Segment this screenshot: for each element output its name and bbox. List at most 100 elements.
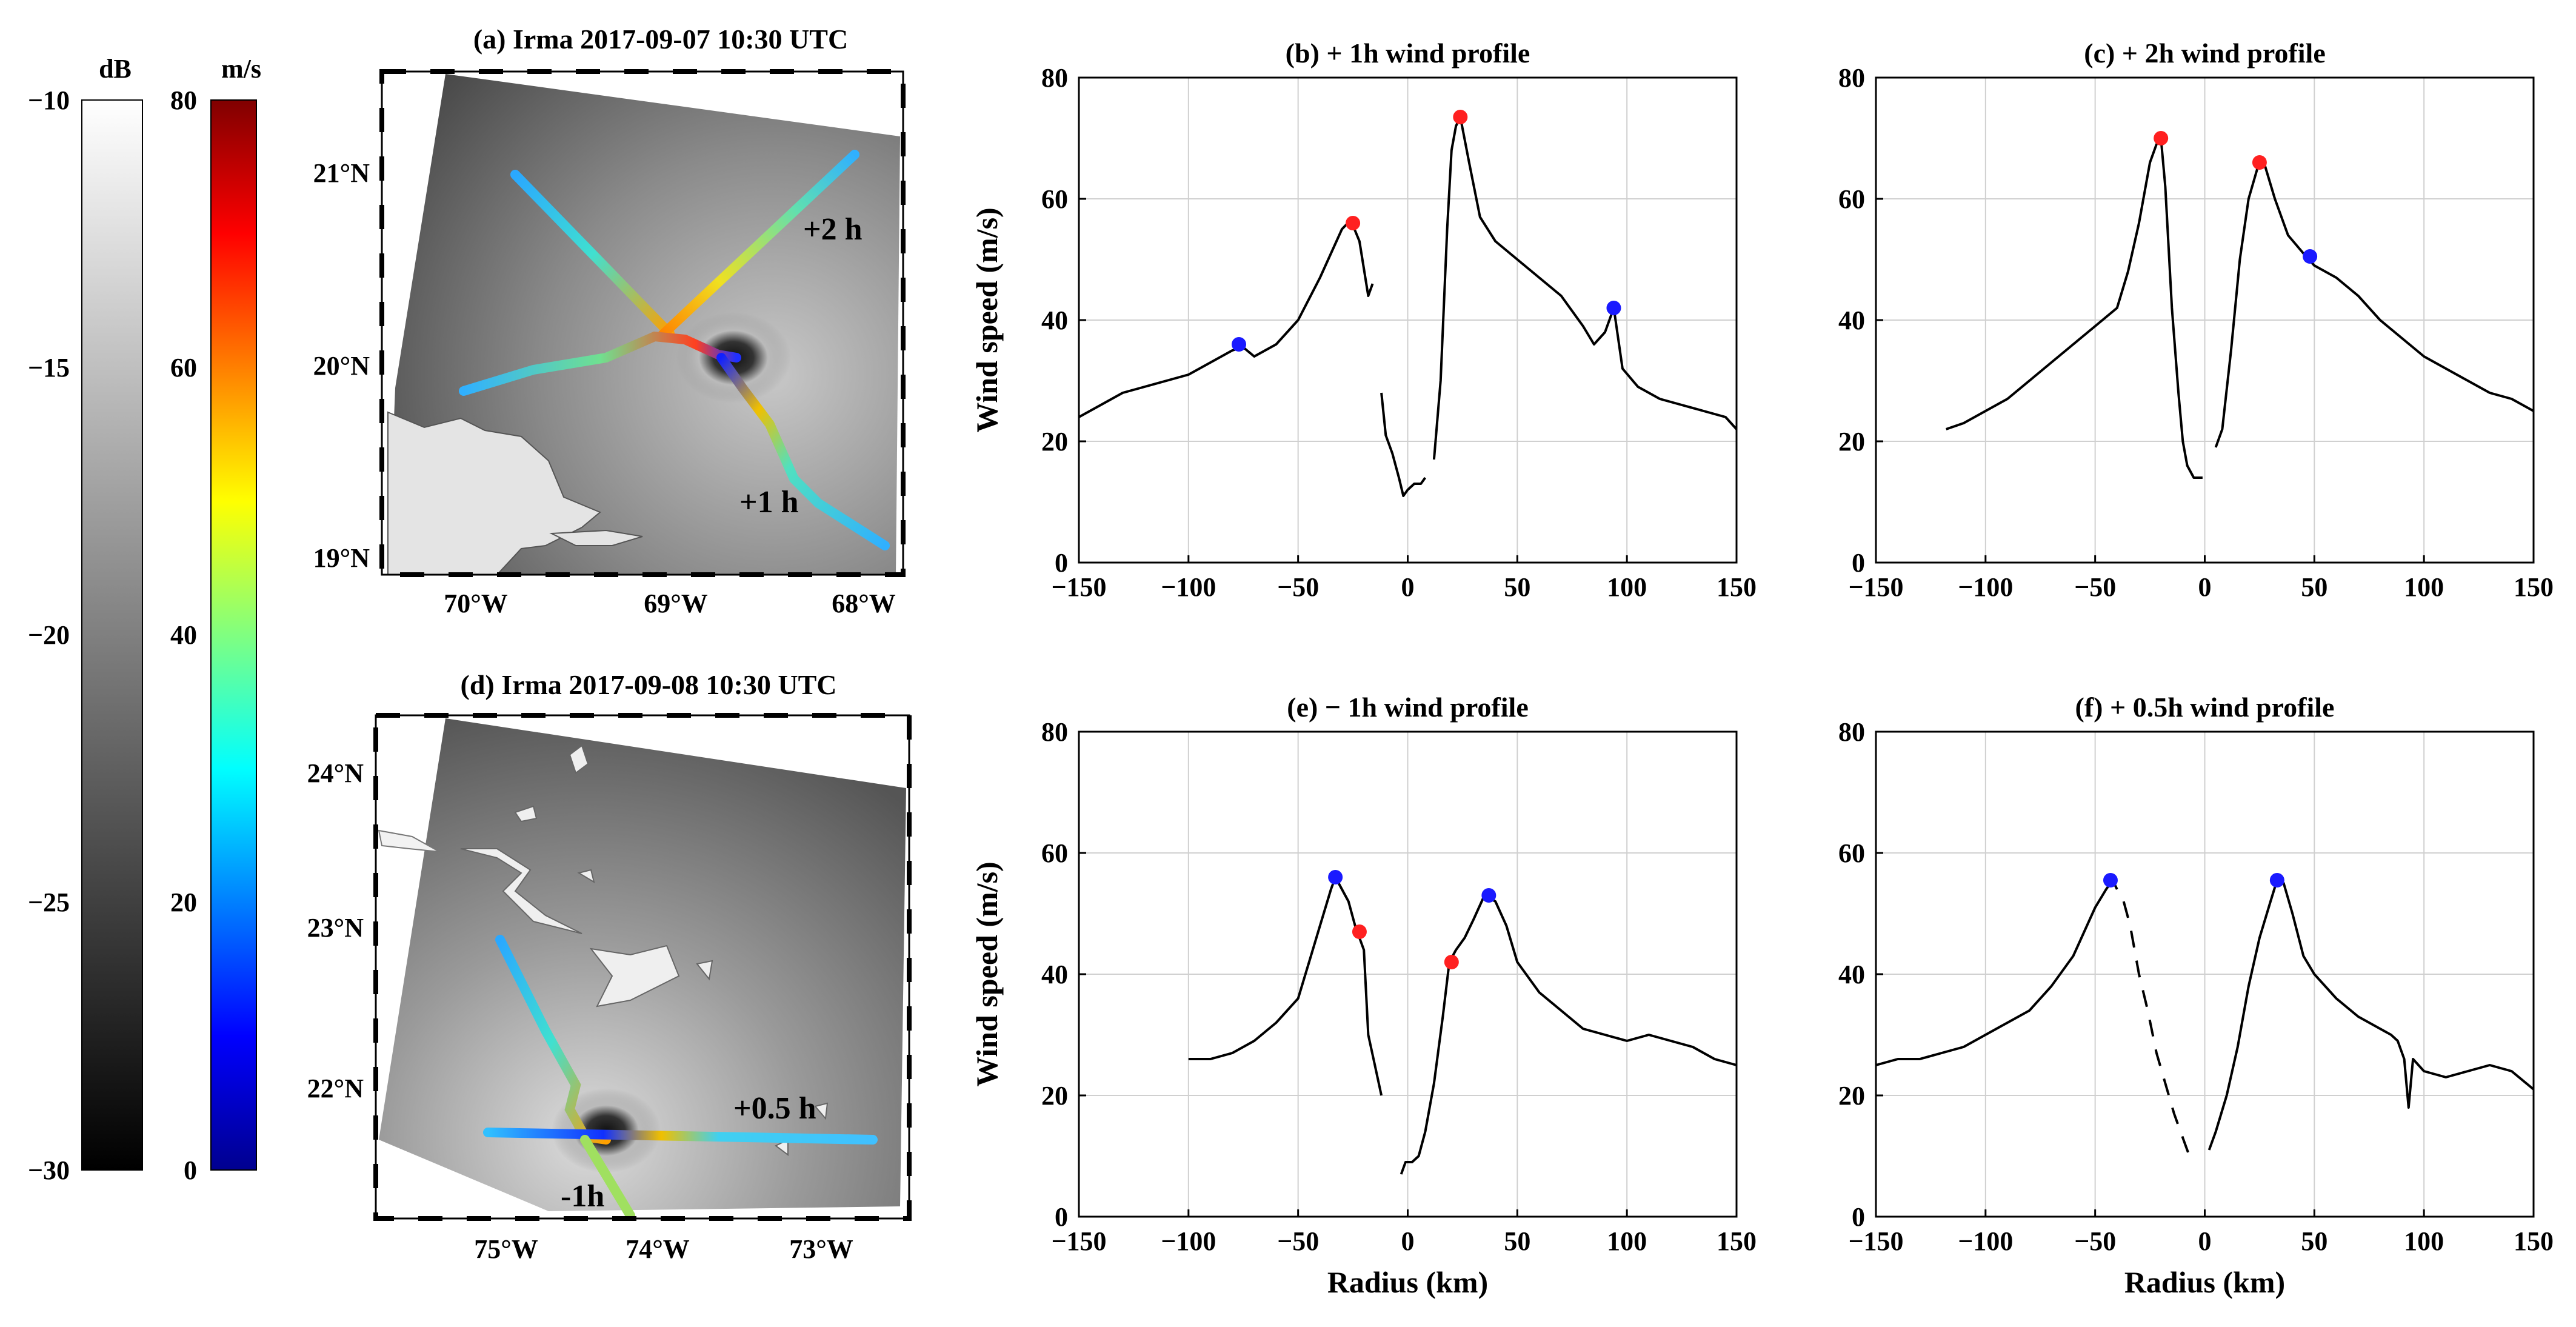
lat-label: 24°N <box>307 758 364 788</box>
wind-tick-label: 80 <box>170 85 197 115</box>
y-tick-label: 0 <box>1055 1202 1068 1232</box>
x-tick-label: 50 <box>1504 572 1530 602</box>
y-tick-label: 80 <box>1838 63 1865 93</box>
rmw-marker <box>2103 873 2118 887</box>
y-tick-label: 60 <box>1838 838 1865 868</box>
lon-label: 69°W <box>644 589 708 618</box>
land-island <box>549 529 643 546</box>
x-tick-label: 150 <box>2514 1226 2554 1256</box>
land-island <box>589 944 680 1008</box>
x-tick-label: 100 <box>1607 572 1647 602</box>
db-tick-label: −15 <box>28 353 70 383</box>
y-tick-label: 0 <box>1055 548 1068 578</box>
x-tick-label: −50 <box>2074 1226 2116 1256</box>
track-label: +2 h <box>803 212 863 247</box>
x-tick-label: 150 <box>2514 572 2554 602</box>
x-tick-label: 50 <box>2301 572 2327 602</box>
x-tick-label: −50 <box>1277 572 1319 602</box>
y-tick-label: 80 <box>1041 717 1068 747</box>
map-frame-inner <box>381 70 904 576</box>
chart-title: (f) + 0.5h wind profile <box>2075 692 2335 723</box>
x-tick-label: −150 <box>1848 572 1903 602</box>
wind-tick-label: 20 <box>170 887 197 917</box>
track-line <box>656 150 859 341</box>
y-tick-label: 40 <box>1041 960 1068 989</box>
track-lines-d <box>483 935 878 1220</box>
rmw-marker <box>2252 155 2267 170</box>
x-tick-label: −100 <box>1161 1226 1216 1256</box>
map-title: (d) Irma 2017-09-08 10:30 UTC <box>461 669 837 700</box>
rmw-marker <box>1444 955 1459 969</box>
land-islets <box>514 744 829 1156</box>
x-tick-label: 100 <box>2404 572 2444 602</box>
series-line-left <box>1875 879 2118 1066</box>
y-tick-label: 40 <box>1041 306 1068 335</box>
lat-label: 19°N <box>313 543 370 573</box>
x-tick-label: 100 <box>2404 1226 2444 1256</box>
x-axis-label: Radius (km) <box>2124 1265 2285 1299</box>
x-tick-label: 0 <box>2198 572 2212 602</box>
land-island <box>460 848 582 934</box>
series-line-gap <box>2122 901 2195 1163</box>
rmw-marker <box>2154 131 2169 145</box>
track-line <box>483 1128 878 1145</box>
lon-label: 74°W <box>626 1234 690 1264</box>
y-tick-label: 60 <box>1041 184 1068 214</box>
x-tick-label: −50 <box>2074 572 2116 602</box>
track-line <box>510 170 675 338</box>
land-edge <box>378 829 440 852</box>
x-axis-label: Radius (km) <box>1327 1265 1488 1299</box>
rmw-marker <box>1453 110 1468 124</box>
lon-labels: 75°W 74°W 73°W <box>474 1234 853 1264</box>
x-tick-label: 150 <box>1717 1226 1757 1256</box>
y-tick-label: 60 <box>1041 838 1068 868</box>
track-line <box>716 353 890 550</box>
x-tick-label: −150 <box>1051 1226 1106 1256</box>
db-tick-label: −20 <box>28 620 70 650</box>
y-tick-label: 0 <box>1852 548 1865 578</box>
wind-profile-chart-c: (c) + 2h wind profile −150 −100 −50 0 50 100 15… <box>1838 38 2554 602</box>
track-line <box>580 1135 635 1220</box>
series-line-right <box>1432 116 1738 460</box>
y-tick-label: 40 <box>1838 960 1865 989</box>
rmw-marker <box>1481 888 1497 903</box>
y-tick-label: 40 <box>1838 306 1865 335</box>
x-tick-label: −150 <box>1051 572 1106 602</box>
db-gradient-bar <box>81 99 143 1171</box>
rmw-marker <box>2269 873 2284 887</box>
x-tick-label: 0 <box>2198 1226 2212 1256</box>
wind-tick-label: 60 <box>170 353 197 383</box>
chart-title: (c) + 2h wind profile <box>2084 38 2325 69</box>
wind-tick-label: 40 <box>170 620 197 650</box>
db-tick-label: −30 <box>28 1155 70 1185</box>
x-tick-label: −150 <box>1848 1226 1903 1256</box>
y-tick-label: 20 <box>1838 1081 1865 1111</box>
y-tick-label: 80 <box>1838 717 1865 747</box>
y-tick-label: 20 <box>1041 427 1068 456</box>
rmw-marker <box>1232 337 1247 352</box>
y-axis-label: Wind speed (m/s) <box>970 207 1004 432</box>
x-tick-label: −100 <box>1958 1226 2013 1256</box>
wind-gradient-bar <box>210 99 257 1171</box>
wind-tick-label: 0 <box>184 1155 197 1185</box>
lon-label: 73°W <box>789 1234 853 1264</box>
x-tick-label: −100 <box>1958 572 2013 602</box>
db-tick-labels: −10 −15 −20 −25 −30 <box>28 85 70 1185</box>
track-label: +0.5 h <box>733 1091 816 1126</box>
map-panel-a: (a) Irma 2017-09-07 10:30 UTC +2 h +1 h … <box>313 24 906 618</box>
x-tick-label: −50 <box>1277 1226 1319 1256</box>
series-line-left <box>1946 137 2203 479</box>
lon-label: 75°W <box>474 1234 538 1264</box>
x-tick-label: 150 <box>1717 572 1757 602</box>
track-lines-a <box>459 150 890 550</box>
x-tick-label: −100 <box>1161 572 1216 602</box>
wind-profile-chart-f: (f) + 0.5h wind profile −150 −100 −50 0 50 100… <box>1838 692 2554 1299</box>
y-axis-label: Wind speed (m/s) <box>970 861 1004 1086</box>
lon-label: 68°W <box>832 589 896 618</box>
wind-tick-labels: 80 60 40 20 0 <box>170 85 197 1185</box>
series-line-right <box>2214 161 2534 448</box>
x-tick-label: 50 <box>2301 1226 2327 1256</box>
x-tick-label: 0 <box>1401 572 1415 602</box>
lon-label: 70°W <box>444 589 508 618</box>
lat-label: 21°N <box>313 158 370 188</box>
